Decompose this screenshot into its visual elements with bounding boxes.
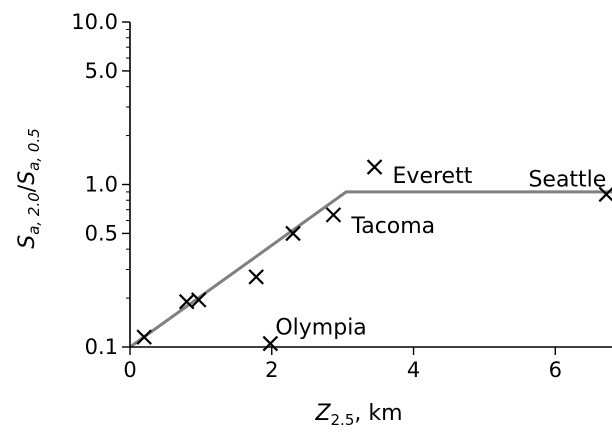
data-point-stroke — [325, 207, 342, 223]
x-tick-label: 6 — [549, 358, 562, 382]
data-point-stroke — [285, 225, 301, 242]
data-point-stroke — [366, 159, 383, 175]
data-point-marker — [136, 329, 152, 345]
y-tick-label: 5.0 — [85, 59, 118, 83]
data-point-stroke — [248, 269, 264, 285]
point-label-tacoma: Tacoma — [350, 214, 435, 239]
x-axis-title: Z2.5, km — [314, 401, 402, 428]
y-tick-label: 1.0 — [85, 173, 118, 197]
data-point-marker — [190, 292, 207, 308]
data-point-marker — [262, 335, 279, 352]
x-tick-label: 2 — [265, 358, 278, 382]
data-point-marker — [366, 159, 383, 175]
y-tick-label: 10.0 — [71, 10, 118, 34]
data-point-stroke — [262, 335, 279, 352]
point-label-seattle: Seattle — [528, 167, 606, 192]
data-point-marker — [325, 207, 342, 223]
y-axis-title: Sa, 2.0/Sa, 0.5 — [15, 128, 43, 249]
data-point-marker — [248, 269, 264, 285]
axis-titles-group: Z2.5, km Sa, 2.0/Sa, 0.5 — [15, 128, 403, 429]
point-label-olympia: Olympia — [275, 316, 366, 341]
data-point-stroke — [136, 329, 152, 345]
data-point-stroke — [190, 292, 207, 308]
data-point-marker — [598, 186, 612, 203]
data-point-stroke — [178, 293, 195, 310]
x-tick-label: 4 — [407, 358, 420, 382]
data-points-group — [136, 159, 612, 352]
point-label-everett: Everett — [393, 164, 473, 189]
data-point-stroke — [598, 187, 612, 203]
x-tick-label: 0 — [123, 358, 136, 382]
y-tick-label: 0.1 — [85, 335, 118, 359]
data-point-marker — [285, 225, 301, 242]
point-labels-group: Tacoma Olympia Everett Seattle — [275, 164, 606, 340]
axes-group: 0 2 4 6 0.1 0.5 1.0 5.0 10.0 — [71, 10, 612, 382]
y-tick-label: 0.5 — [85, 221, 118, 245]
